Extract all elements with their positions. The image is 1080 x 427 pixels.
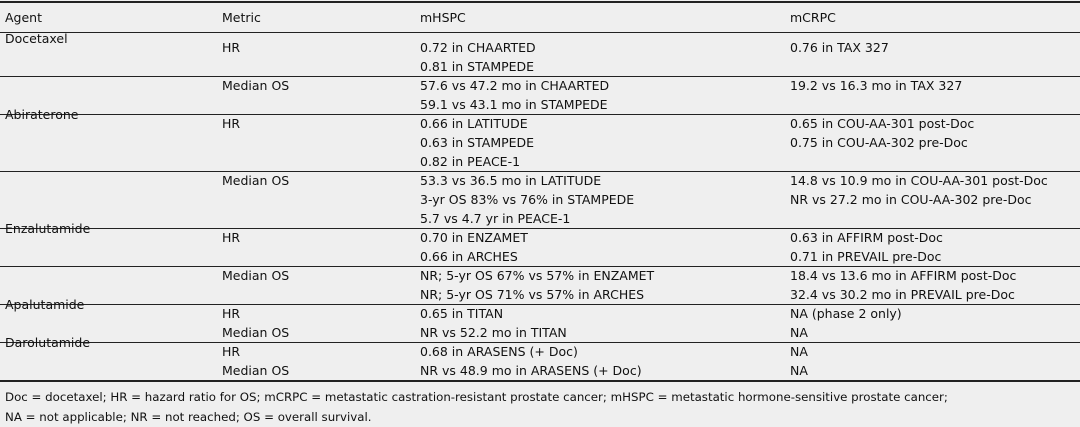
mcrpc-cell: 18.4 vs 13.6 mo in AFFIRM post-Doc xyxy=(790,267,1017,283)
mhspc-cell: 0.66 in ARCHES xyxy=(420,248,518,264)
agent-name: Darolutamide xyxy=(5,334,91,350)
row-separator xyxy=(0,228,1080,229)
mhspc-cell: NR vs 48.9 mo in ARASENS (+ Doc) xyxy=(420,362,642,378)
mcrpc-cell: 0.75 in COU-AA-302 pre-Doc xyxy=(790,134,968,150)
metric: HR xyxy=(222,229,241,245)
metric: HR xyxy=(222,115,241,131)
row-separator xyxy=(0,76,1080,77)
mhspc-cell: 0.63 in STAMPEDE xyxy=(420,134,535,150)
mhspc-cell: NR vs 52.2 mo in TITAN xyxy=(420,324,567,340)
row-separator xyxy=(0,266,1080,267)
bottom-rule xyxy=(0,380,1080,382)
footnote: Doc = docetaxel; HR = hazard ratio for O… xyxy=(5,390,948,404)
agent-name: Apalutamide xyxy=(5,296,85,312)
metric: Median OS xyxy=(222,267,290,283)
mcrpc-cell: 19.2 vs 16.3 mo in TAX 327 xyxy=(790,77,963,93)
header-cell: Agent xyxy=(5,10,42,25)
mhspc-cell: 57.6 vs 47.2 mo in CHAARTED xyxy=(420,77,610,93)
metric: Median OS xyxy=(222,77,290,93)
metric: Median OS xyxy=(222,172,290,188)
mhspc-cell: NR; 5-yr OS 71% vs 57% in ARCHES xyxy=(420,286,645,302)
mhspc-cell: 0.70 in ENZAMET xyxy=(420,229,528,245)
metric: HR xyxy=(222,39,241,55)
agent-name: Docetaxel xyxy=(5,30,68,46)
header-cell: mHSPC xyxy=(420,10,466,25)
agent-name: Enzalutamide xyxy=(5,220,91,236)
mcrpc-cell: 0.71 in PREVAIL pre-Doc xyxy=(790,248,942,264)
mcrpc-cell: 0.65 in COU-AA-301 post-Doc xyxy=(790,115,975,131)
mcrpc-cell: 32.4 vs 30.2 mo in PREVAIL pre-Doc xyxy=(790,286,1015,302)
footnote: NA = not applicable; NR = not reached; O… xyxy=(5,410,372,424)
mcrpc-cell: NA (phase 2 only) xyxy=(790,305,902,321)
row-separator xyxy=(0,171,1080,172)
mcrpc-cell: 14.8 vs 10.9 mo in COU-AA-301 post-Doc xyxy=(790,172,1048,188)
header-rule xyxy=(0,32,1080,33)
metric: HR xyxy=(222,343,241,359)
header-cell: mCRPC xyxy=(790,10,836,25)
agent-name: Abiraterone xyxy=(5,106,79,122)
mhspc-cell: NR; 5-yr OS 67% vs 57% in ENZAMET xyxy=(420,267,655,283)
row-separator xyxy=(0,342,1080,343)
mcrpc-cell: NA xyxy=(790,343,808,359)
mcrpc-cell: NR vs 27.2 mo in COU-AA-302 pre-Doc xyxy=(790,191,1032,207)
row-separator xyxy=(0,114,1080,115)
mhspc-cell: 5.7 vs 4.7 yr in PEACE-1 xyxy=(420,210,571,226)
mhspc-cell: 0.65 in TITAN xyxy=(420,305,504,321)
mhspc-cell: 0.66 in LATITUDE xyxy=(420,115,528,131)
mhspc-cell: 3-yr OS 83% vs 76% in STAMPEDE xyxy=(420,191,635,207)
metric: Median OS xyxy=(222,362,290,378)
mhspc-cell: 0.68 in ARASENS (+ Doc) xyxy=(420,343,578,359)
mcrpc-cell: 0.76 in TAX 327 xyxy=(790,39,889,55)
mhspc-cell: 0.82 in PEACE-1 xyxy=(420,153,521,169)
metric: HR xyxy=(222,305,241,321)
metric: Median OS xyxy=(222,324,290,340)
row-separator xyxy=(0,304,1080,305)
top-rule xyxy=(0,1,1080,3)
mcrpc-cell: 0.63 in AFFIRM post-Doc xyxy=(790,229,943,245)
mhspc-cell: 0.81 in STAMPEDE xyxy=(420,58,535,74)
mcrpc-cell: NA xyxy=(790,324,808,340)
mhspc-cell: 53.3 vs 36.5 mo in LATITUDE xyxy=(420,172,602,188)
header-cell: Metric xyxy=(222,10,261,25)
mhspc-cell: 0.72 in CHAARTED xyxy=(420,39,536,55)
mcrpc-cell: NA xyxy=(790,362,808,378)
mhspc-cell: 59.1 vs 43.1 mo in STAMPEDE xyxy=(420,96,608,112)
